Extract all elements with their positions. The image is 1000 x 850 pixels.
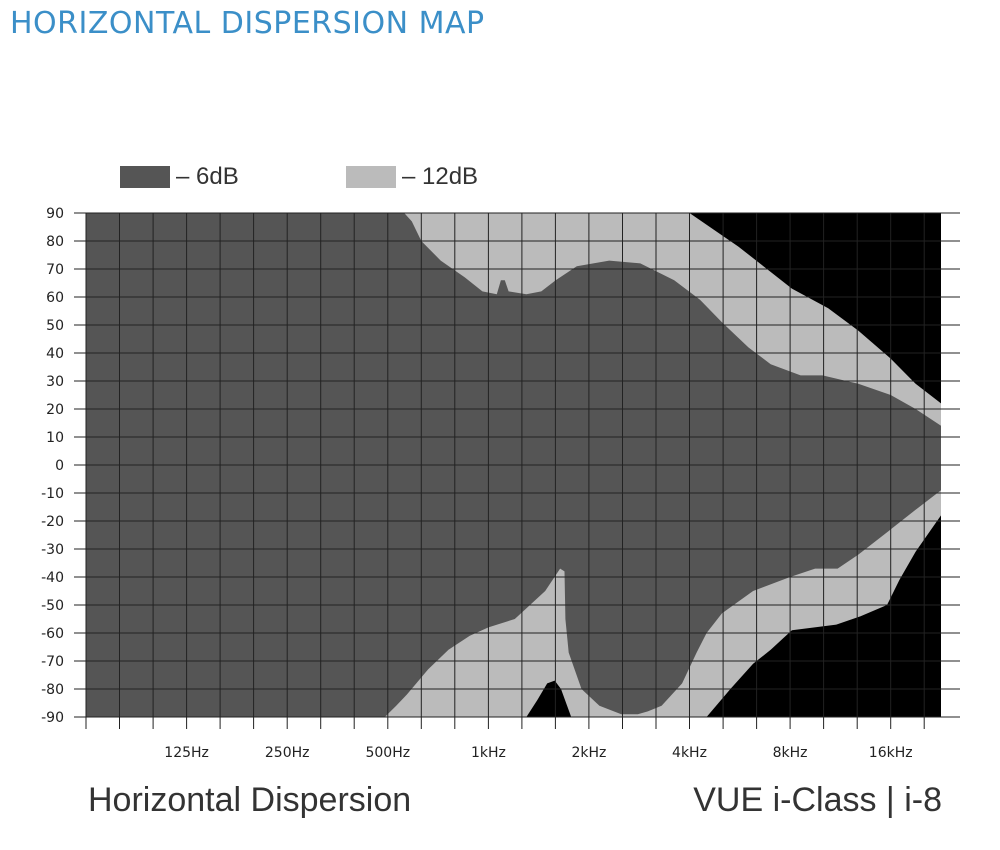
y-tick-label: -20 xyxy=(41,514,64,530)
footer-chart-label: Horizontal Dispersion xyxy=(88,781,412,819)
x-tick-label: 250Hz xyxy=(265,745,310,761)
legend-item-12db: – 12dB xyxy=(346,163,478,191)
x-tick-label: 500Hz xyxy=(365,745,410,761)
y-tick-label: -50 xyxy=(41,598,64,614)
x-tick-label: 125Hz xyxy=(164,745,209,761)
y-tick-label: 20 xyxy=(46,402,64,418)
y-tick-label: -60 xyxy=(41,626,64,642)
x-tick-label: 1kHz xyxy=(471,745,506,761)
legend-swatch-6db xyxy=(120,166,170,188)
legend-swatch-12db xyxy=(346,166,396,188)
y-tick-label: 90 xyxy=(46,206,64,222)
y-tick-label: 60 xyxy=(46,290,64,306)
y-tick-label: -80 xyxy=(41,682,64,698)
y-tick-label: 30 xyxy=(46,374,64,390)
y-tick-label: -90 xyxy=(41,710,64,726)
y-tick-label: -70 xyxy=(41,654,64,670)
x-tick-label: 8kHz xyxy=(773,745,808,761)
x-tick-label: 16kHz xyxy=(869,745,913,761)
page-title: HORIZONTAL DISPERSION MAP xyxy=(10,6,485,41)
y-tick-label: -40 xyxy=(41,570,64,586)
y-tick-label: 50 xyxy=(46,318,64,334)
y-tick-label: -30 xyxy=(41,542,64,558)
y-tick-label: 40 xyxy=(46,346,64,362)
legend-label-6db: – 6dB xyxy=(176,163,239,190)
x-tick-label: 4kHz xyxy=(672,745,707,761)
y-tick-label: 80 xyxy=(46,234,64,250)
y-tick-label: 0 xyxy=(55,458,64,474)
legend-label-12db: – 12dB xyxy=(402,163,479,190)
y-tick-label: 70 xyxy=(46,262,64,278)
x-tick-label: 2kHz xyxy=(571,745,606,761)
legend-item-6db: – 6dB xyxy=(120,163,239,191)
region-black-notch xyxy=(526,680,572,717)
y-tick-label: -10 xyxy=(41,486,64,502)
footer-product-name: VUE i-Class | i-8 xyxy=(693,781,942,819)
y-tick-label: 10 xyxy=(46,430,64,446)
